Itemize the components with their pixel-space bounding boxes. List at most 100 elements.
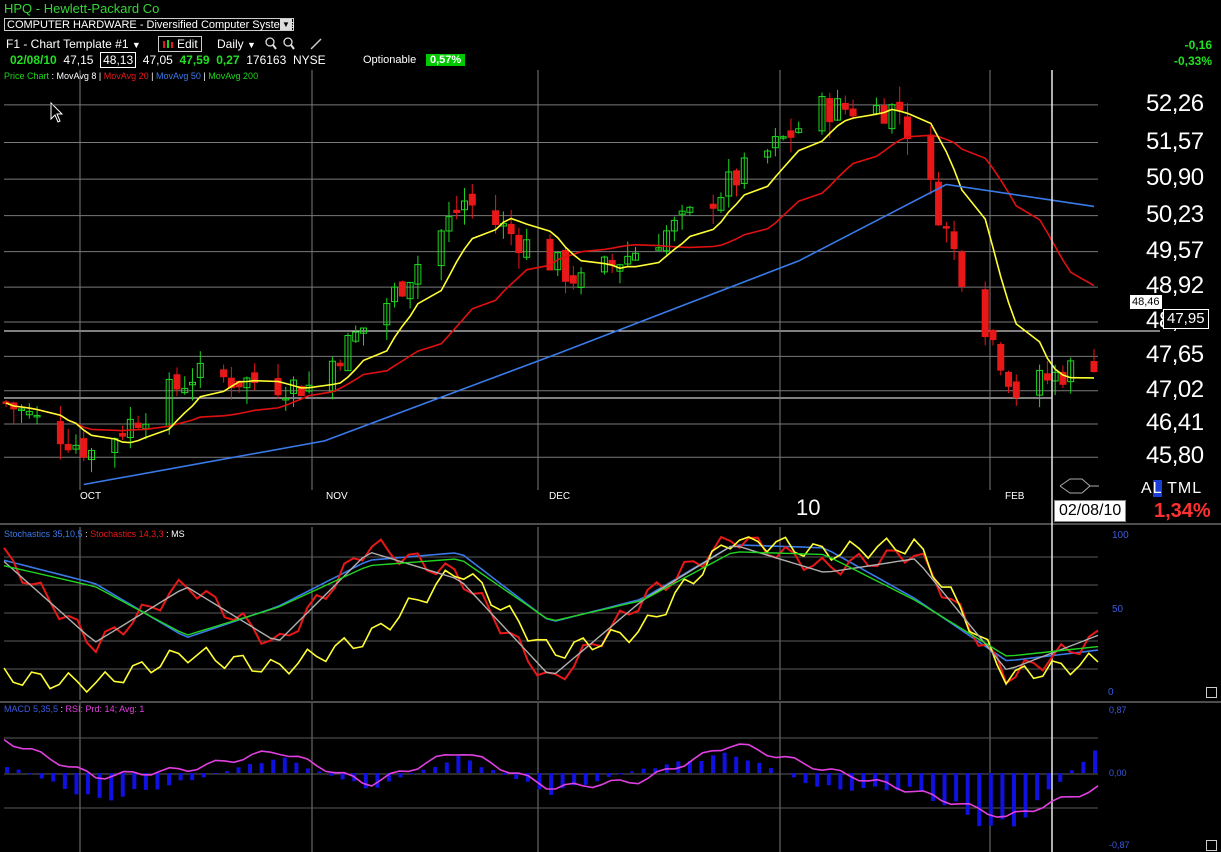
candle-body	[243, 377, 251, 389]
candle-body	[336, 362, 344, 367]
change-abs: -0,16	[1184, 38, 1212, 52]
stoch-panel-button[interactable]	[1206, 687, 1217, 698]
candle-body	[795, 128, 803, 133]
last-price-tag: 47,95	[1163, 309, 1209, 329]
macd-bar	[375, 773, 380, 788]
macd-bar	[51, 773, 56, 782]
candle-body	[437, 230, 445, 267]
quote-date: 02/08/10	[10, 53, 57, 67]
sector-dropdown[interactable]: COMPUTER HARDWARE - Diversified Computer…	[4, 18, 294, 31]
macd-bar	[942, 773, 947, 806]
cursor-date-tag: 02/08/10	[1054, 500, 1127, 522]
macd-bar	[120, 773, 125, 797]
candle-body	[717, 197, 725, 211]
edit-button[interactable]: Edit	[158, 36, 202, 52]
macd-bar	[213, 773, 218, 774]
symbol-title: HPQ - Hewlett-Packard Co	[4, 1, 160, 16]
macd-bar	[271, 759, 276, 773]
zoom-in-icon[interactable]	[265, 37, 277, 50]
macd-bar	[28, 773, 33, 775]
quote-exchange: NYSE	[292, 53, 326, 67]
macd-bar	[757, 762, 762, 773]
draw-line-icon[interactable]	[310, 38, 322, 50]
candle-body	[80, 438, 88, 458]
macd-bar	[363, 773, 368, 789]
candle-body	[1067, 360, 1075, 383]
candle-body	[1036, 369, 1044, 396]
candle-icon	[163, 40, 173, 48]
candle-body	[72, 444, 80, 450]
macd-bar	[433, 766, 438, 773]
ma50-line	[83, 183, 1095, 486]
macd-bar	[965, 773, 970, 815]
stoch-legend: Stochastics 35,10,5 : Stochastics 14,3,3…	[4, 529, 185, 539]
candle-body	[297, 385, 305, 397]
legend-ma50: MovAvg 50	[155, 71, 201, 81]
scroll-handle-icon[interactable]	[1058, 477, 1100, 495]
optionable-label: Optionable	[363, 54, 417, 66]
quote-change: 0,27	[216, 53, 240, 67]
macd-bar	[62, 773, 67, 789]
macd-bar	[768, 768, 773, 773]
candle-body	[997, 343, 1005, 371]
stoch-line	[3, 536, 1099, 694]
zoom-out-icon[interactable]	[283, 37, 295, 50]
template-selector[interactable]: F1 - Chart Template #1 ▼	[6, 37, 141, 51]
candle-body	[569, 275, 577, 284]
macd-bar	[792, 773, 797, 778]
macd-panel-button[interactable]	[1206, 840, 1217, 851]
candle-body	[562, 249, 570, 282]
macd-bar	[294, 762, 299, 773]
candle-body	[1090, 361, 1098, 373]
month-nov: NOV	[326, 491, 348, 502]
macd-bar	[502, 773, 507, 775]
candle-body	[663, 230, 671, 252]
macd-bar	[456, 756, 461, 773]
price-tick-label: 51,57	[1146, 127, 1204, 155]
macd-bar	[236, 767, 241, 773]
al-tml-label: AL TML	[1141, 480, 1203, 497]
chevron-down-icon: ▼	[131, 40, 141, 50]
macd-bar	[687, 761, 692, 773]
chevron-down-icon[interactable]: ▼	[280, 19, 292, 30]
candle-body	[87, 449, 95, 461]
candle-body	[398, 281, 406, 297]
macd-bar	[467, 760, 472, 773]
candle-body	[950, 231, 958, 249]
candle-body	[391, 286, 399, 303]
candle-body	[1043, 373, 1051, 381]
rsi-line	[3, 738, 1099, 818]
macd-bar	[641, 768, 646, 773]
macd-bar	[39, 773, 44, 779]
quote-close: 47,59	[179, 53, 210, 67]
macd-bar	[803, 773, 808, 784]
stoch-tick-50: 50	[1112, 604, 1124, 615]
edit-label: Edit	[177, 37, 198, 51]
candle-body	[740, 157, 748, 184]
macd-bar	[109, 773, 114, 801]
price-tick-label: 50,23	[1146, 200, 1204, 228]
quote-volume: 176163	[246, 53, 287, 67]
candle-body	[507, 223, 515, 235]
candle-body	[515, 234, 523, 254]
stoch-line	[3, 544, 1099, 662]
candle-body	[888, 104, 896, 130]
candle-body	[631, 252, 639, 261]
quote-high: 48,13	[100, 52, 137, 68]
macd-bar	[1046, 773, 1051, 790]
candle-body	[181, 387, 189, 394]
candle-body	[196, 362, 204, 378]
macd-bar	[537, 773, 542, 790]
macd-bar	[259, 763, 264, 773]
year-label: 10	[796, 495, 821, 520]
macd-bar	[317, 771, 322, 773]
candle-body	[958, 251, 966, 287]
quote-open: 47,15	[63, 53, 94, 67]
period-selector[interactable]: Daily ▼	[217, 37, 256, 51]
macd-bar	[167, 773, 172, 786]
macd-bar	[977, 773, 982, 827]
price-tick-label: 45,80	[1146, 442, 1204, 470]
ma20-line	[5, 134, 1095, 432]
macd-bar	[988, 773, 993, 826]
